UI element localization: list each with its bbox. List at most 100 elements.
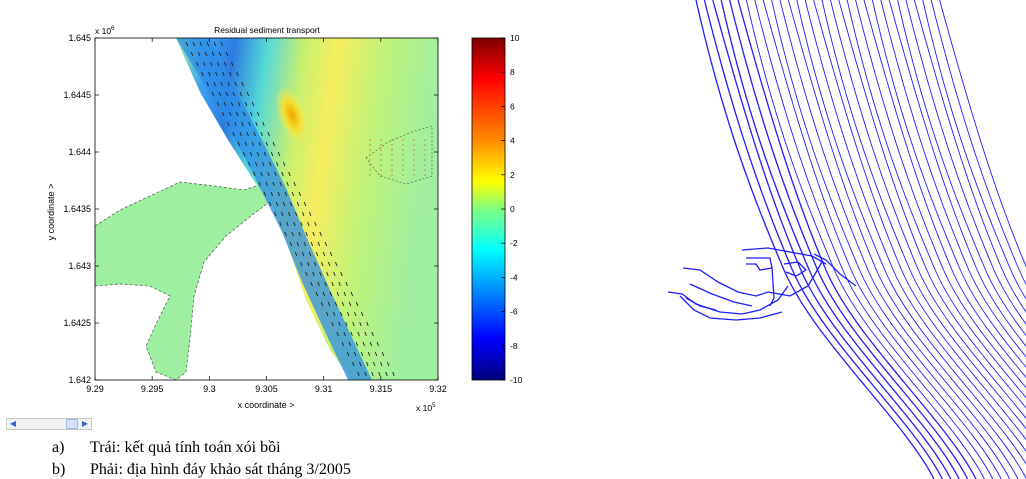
vector-arrow [262, 121, 265, 127]
y-tick-label: 1.6425 [63, 318, 91, 328]
vector-dot [391, 169, 393, 171]
vector-dot [424, 164, 426, 166]
vector-arrow [303, 201, 307, 207]
vector-arrow [352, 361, 355, 367]
plot-area [95, 38, 438, 380]
vector-arrow [244, 101, 248, 107]
scroll-left-arrow-icon[interactable]: ◀ [9, 419, 17, 428]
vector-arrow [234, 121, 237, 127]
vector-arrow [232, 91, 236, 97]
vector-arrow [338, 321, 341, 327]
vector-arrow [298, 191, 302, 197]
x-tick-label: 9.29 [86, 384, 104, 394]
vector-arrow [367, 351, 371, 357]
vector-arrow [270, 191, 274, 197]
vector-arrow [196, 61, 199, 67]
vector-dot [369, 154, 371, 156]
vector-arrow [253, 171, 256, 177]
vector-arrow [355, 301, 359, 307]
vector-arrow [302, 211, 305, 217]
y-axis-label: y coordinate > [46, 184, 56, 241]
vector-arrow [326, 271, 329, 277]
vector-arrow [319, 271, 322, 277]
vector-arrow [329, 291, 333, 297]
vector-dot [369, 174, 371, 176]
vector-arrow [307, 261, 310, 267]
vector-dot [424, 144, 426, 146]
colorbar-tick-label: -6 [510, 307, 518, 317]
vector-arrow [381, 351, 385, 357]
vector-arrow [293, 221, 296, 227]
contour-line [804, 0, 1026, 452]
vector-arrow [320, 301, 324, 307]
vector-arrow [284, 231, 287, 237]
vector-arrow [376, 341, 380, 347]
vector-dot [402, 139, 404, 141]
vector-arrow [210, 61, 213, 67]
vector-arrow [276, 161, 279, 167]
vector-arrow [322, 251, 326, 257]
vector-arrow [343, 331, 346, 337]
vector-arrow [281, 211, 284, 217]
vector-arrow [296, 241, 300, 247]
vector-arrow [267, 131, 270, 137]
vector-arrow [288, 211, 291, 217]
vector-arrow [239, 91, 243, 97]
vector-arrow [234, 81, 237, 87]
vector-dot [391, 159, 393, 161]
vector-arrow [295, 211, 298, 217]
contour-line [771, 0, 1011, 479]
vector-arrow [308, 251, 312, 257]
vector-arrow [203, 61, 206, 67]
vector-arrow [268, 201, 272, 207]
vector-dot [413, 164, 415, 166]
vector-dot [380, 164, 382, 166]
vector-arrow [274, 211, 277, 217]
contour-line [871, 0, 1026, 368]
vector-dot [380, 174, 382, 176]
vector-arrow [281, 171, 284, 177]
y-tick-label: 1.645 [68, 33, 91, 43]
contour-line [829, 0, 1026, 419]
x-tick-label: 9.31 [315, 384, 333, 394]
vector-arrow [296, 201, 300, 207]
vector-arrow [357, 331, 360, 337]
colorbar [471, 37, 506, 381]
scrollbar-thumb[interactable] [66, 419, 78, 429]
x-tick-label: 9.32 [429, 384, 447, 394]
x-axis: 9.29 9.295 9.3 9.305 9.31 9.315 9.32 [86, 38, 447, 394]
vector-dot [391, 154, 393, 156]
vector-dot [380, 139, 382, 141]
y-exponent-base: x 10 [95, 26, 111, 36]
vector-arrow [314, 261, 317, 267]
contour-lines [695, 0, 1026, 479]
vector-arrow [314, 221, 317, 227]
vector-arrow [229, 71, 232, 77]
vector-arrow [301, 251, 305, 257]
vector-arrow [359, 321, 362, 327]
deposition-core [275, 86, 309, 144]
vector-dot [413, 144, 415, 146]
contour-line [796, 0, 1026, 465]
vector-arrow [286, 221, 289, 227]
vector-arrow [291, 191, 295, 197]
contour-line [787, 0, 1026, 479]
vector-dot [424, 149, 426, 151]
contour-line [913, 0, 1026, 313]
figure-scrollbar[interactable]: ◀ ▶ [6, 418, 92, 430]
vector-arrow [236, 111, 239, 117]
vector-arrow [350, 331, 353, 337]
vector-arrow [217, 61, 220, 67]
vector-arrow [250, 111, 253, 117]
vector-dot [402, 174, 404, 176]
caption-b-text: Phải: địa hình đáy khảo sát tháng 3/2005 [90, 461, 351, 478]
scroll-right-arrow-icon[interactable]: ▶ [81, 419, 89, 428]
x-exponent-base: x 10 [416, 403, 432, 413]
vector-arrow [324, 281, 327, 287]
vector-arrow [204, 51, 208, 57]
vector-arrow [333, 311, 336, 317]
vector-arrow [267, 171, 270, 177]
vector-arrow [303, 241, 307, 247]
contour-line [737, 0, 977, 479]
vector-arrow [336, 331, 339, 337]
